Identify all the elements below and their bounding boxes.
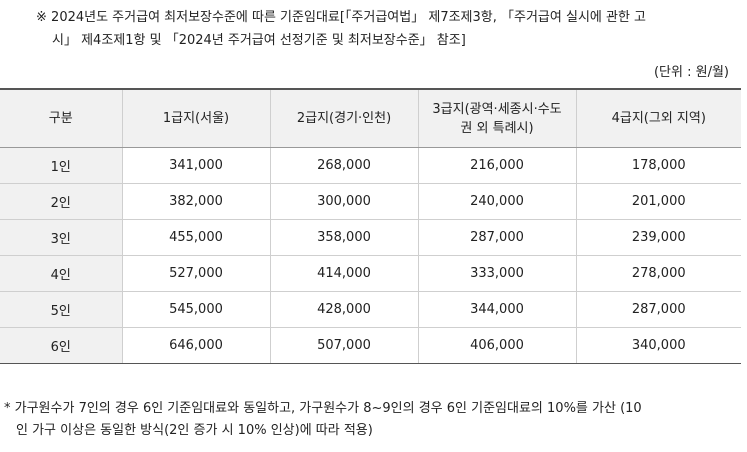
table-cell: 344,000 (417, 291, 576, 328)
intro-line-1: 2024년도 주거급여 최저보장수준에 따른 기준임대료[「주거급여법」 제7조… (51, 10, 647, 25)
unit-label: (단위 : 원/월) (653, 65, 729, 80)
table-cell: 216,000 (417, 147, 576, 184)
footnote: * 가구원수가 7인의 경우 6인 기준임대료와 동일하고, 가구원수가 8~9… (4, 398, 744, 442)
table-cell: 300,000 (269, 183, 418, 220)
row-label: 1인 (0, 147, 122, 184)
table-row: 4인 527,000 414,000 333,000 278,000 (0, 255, 741, 292)
table-cell: 201,000 (575, 183, 741, 220)
table-cell: 287,000 (575, 291, 741, 328)
header-tier-1: 1급지(서울) (121, 88, 270, 148)
table-row: 1인 341,000 268,000 216,000 178,000 (0, 147, 741, 184)
row-label: 6인 (0, 327, 122, 364)
intro-note: ※ 2024년도 주거급여 최저보장수준에 따른 기준임대료[「주거급여법」 제… (36, 6, 744, 52)
table-cell: 240,000 (417, 183, 576, 220)
table-cell: 268,000 (269, 147, 418, 184)
table-cell: 239,000 (575, 219, 741, 256)
table-header-row: 구분 1급지(서울) 2급지(경기·인천) 3급지(광역·세종시·수도 권 외 … (0, 88, 741, 148)
header-category: 구분 (0, 88, 122, 148)
table-cell: 455,000 (121, 219, 270, 256)
footnote-line-2: 인 가구 이상은 동일한 방식(2인 증가 시 10% 인상)에 따라 적용) (16, 423, 373, 438)
row-label: 2인 (0, 183, 122, 220)
header-tier-3-line-1: 3급지(광역·세종시·수도 (432, 101, 562, 117)
table-row: 5인 545,000 428,000 344,000 287,000 (0, 291, 741, 328)
table-cell: 646,000 (121, 327, 270, 364)
row-label: 4인 (0, 255, 122, 292)
header-tier-4: 4급지(그외 지역) (575, 88, 741, 148)
header-tier-3-line-2: 권 외 특례시) (460, 120, 534, 136)
row-label: 5인 (0, 291, 122, 328)
header-tier-2: 2급지(경기·인천) (269, 88, 418, 148)
table-cell: 527,000 (121, 255, 270, 292)
table-cell: 406,000 (417, 327, 576, 364)
intro-line-2: 시」 제4조제1항 및 「2024년 주거급여 선정기준 및 최저보장수준」 참… (52, 33, 466, 48)
table-cell: 287,000 (417, 219, 576, 256)
table-cell: 340,000 (575, 327, 741, 364)
table-cell: 278,000 (575, 255, 741, 292)
table-cell: 333,000 (417, 255, 576, 292)
row-label: 3인 (0, 219, 122, 256)
table-cell: 382,000 (121, 183, 270, 220)
table-cell: 358,000 (269, 219, 418, 256)
table-row: 3인 455,000 358,000 287,000 239,000 (0, 219, 741, 256)
table-row: 2인 382,000 300,000 240,000 201,000 (0, 183, 741, 220)
table-cell: 428,000 (269, 291, 418, 328)
table-cell: 507,000 (269, 327, 418, 364)
table-row: 6인 646,000 507,000 406,000 340,000 (0, 327, 741, 364)
table-cell: 545,000 (121, 291, 270, 328)
table-cell: 178,000 (575, 147, 741, 184)
header-tier-3: 3급지(광역·세종시·수도 권 외 특례시) (417, 88, 576, 148)
intro-mark: ※ (36, 10, 47, 25)
table-cell: 414,000 (269, 255, 418, 292)
table-cell: 341,000 (121, 147, 270, 184)
footnote-line-1: * 가구원수가 7인의 경우 6인 기준임대료와 동일하고, 가구원수가 8~9… (4, 401, 642, 416)
rent-table: 구분 1급지(서울) 2급지(경기·인천) 3급지(광역·세종시·수도 권 외 … (0, 88, 741, 364)
